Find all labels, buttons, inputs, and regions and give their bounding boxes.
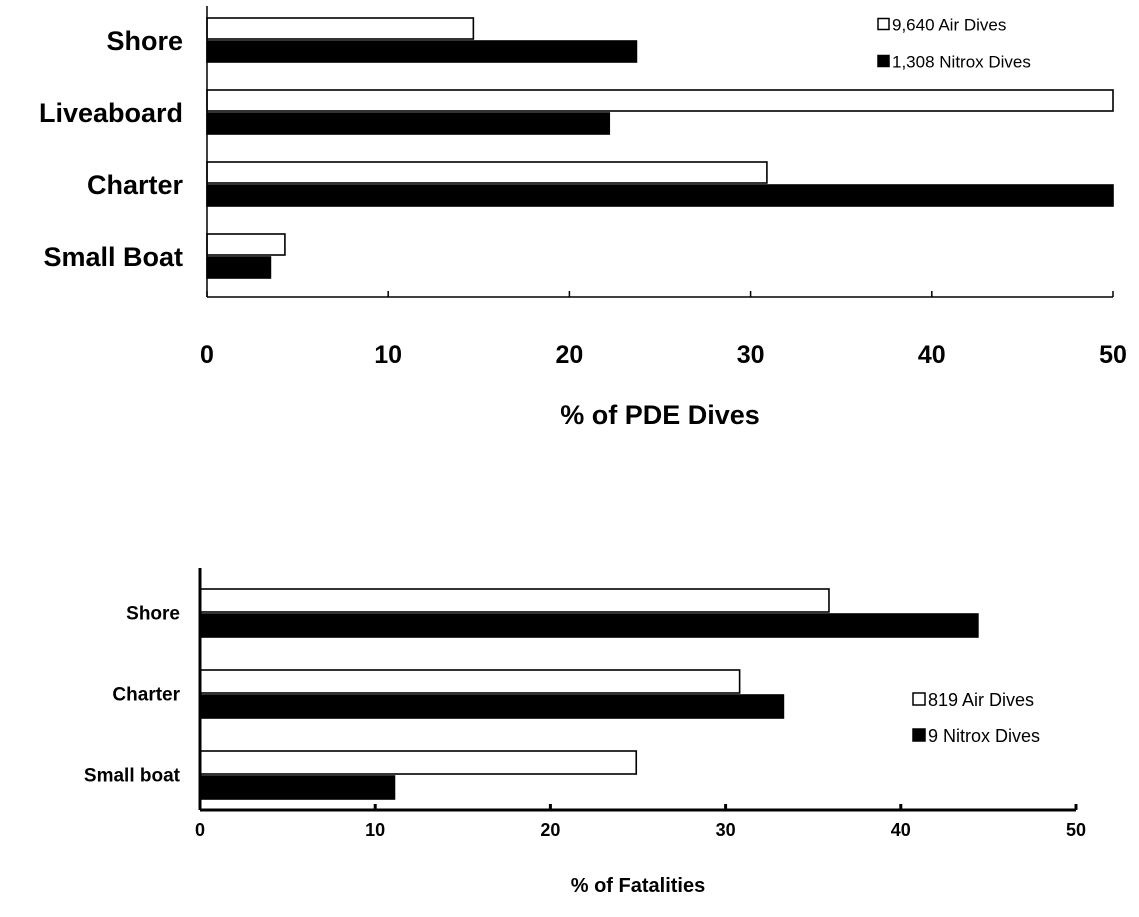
category-label: Charter: [87, 170, 184, 200]
legend-swatch-air: [912, 692, 926, 706]
bar-small-boat-nitrox: [206, 256, 272, 279]
bar-charter-air: [206, 161, 768, 184]
category-label: Liveaboard: [39, 98, 183, 128]
legend-label-nitrox: 1,308 Nitrox Dives: [892, 53, 1031, 72]
legend-label-nitrox: 9 Nitrox Dives: [928, 726, 1040, 746]
category-label: Charter: [112, 685, 180, 706]
bar-shore-air: [199, 588, 830, 613]
legend-swatch-nitrox: [912, 728, 926, 742]
x-axis-title: % of PDE Dives: [560, 400, 760, 430]
bar-small-boat-air: [199, 750, 638, 775]
bar-shore-nitrox: [206, 40, 638, 63]
x-tick-label: 30: [737, 341, 765, 369]
bar-charter-nitrox: [199, 694, 785, 719]
bar-charter-nitrox: [206, 184, 1114, 207]
category-label: Shore: [106, 26, 183, 56]
chart-2: Shore Charter Small boat 0 10 20 30 40 50 % of Fa…: [84, 568, 1086, 897]
x-tick-label: 10: [374, 341, 402, 369]
x-axis-title: % of Fatalities: [571, 875, 705, 897]
chart-1: Shore Liveaboard Charter Small Boat 0 10 20 30 4…: [39, 6, 1127, 430]
bar-liveaboard-nitrox: [206, 112, 611, 135]
category-label: Small boat: [84, 766, 181, 787]
x-tick-label: 40: [918, 341, 946, 369]
x-tick-label: 0: [200, 341, 214, 369]
bar-shore-air: [206, 17, 475, 40]
category-label: Shore: [126, 604, 180, 625]
x-tick-label: 50: [1099, 341, 1127, 369]
x-tick-label: 10: [365, 820, 385, 840]
legend-label-air: 9,640 Air Dives: [892, 16, 1006, 35]
bar-charter-air: [199, 669, 741, 694]
bar-liveaboard-air: [206, 89, 1114, 112]
legend: 819 Air Dives 9 Nitrox Dives: [912, 690, 1040, 746]
legend: 9,640 Air Dives 1,308 Nitrox Dives: [877, 16, 1031, 72]
x-tick-label: 20: [555, 341, 583, 369]
bar-small-boat-nitrox: [199, 775, 396, 800]
legend-swatch-nitrox: [877, 54, 890, 68]
legend-swatch-air: [877, 17, 890, 31]
x-tick-label: 40: [891, 820, 911, 840]
legend-label-air: 819 Air Dives: [928, 690, 1034, 710]
bar-shore-nitrox: [199, 613, 979, 638]
x-tick-label: 20: [540, 820, 560, 840]
x-tick-label: 0: [195, 820, 205, 840]
x-tick-label: 50: [1066, 820, 1086, 840]
bar-small-boat-air: [206, 233, 286, 256]
category-label: Small Boat: [43, 242, 183, 272]
x-tick-label: 30: [716, 820, 736, 840]
